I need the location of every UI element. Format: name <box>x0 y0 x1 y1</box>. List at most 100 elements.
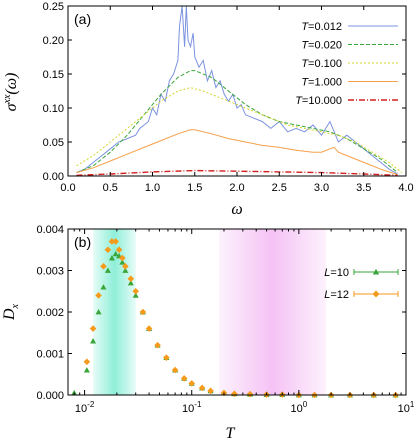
panel-a-ylabel-sigma: σ <box>3 102 20 111</box>
y-tick-label: 0.05 <box>43 137 64 149</box>
data-point <box>112 250 119 257</box>
panel-a-label: (a) <box>74 11 91 27</box>
panel-a-ylabel: σxx(ω) <box>2 73 20 112</box>
y-tick-label: 0.20 <box>43 35 64 47</box>
data-point <box>132 287 140 295</box>
data-point <box>207 387 214 395</box>
legend-marker <box>372 290 380 298</box>
data-point <box>139 308 147 316</box>
legend-entry-label: L=12 <box>324 289 349 301</box>
x-tick-label: 4.0 <box>398 182 413 194</box>
series-line-t-0-020 <box>76 70 398 174</box>
x-tick-label: 1.0 <box>145 182 160 194</box>
data-point <box>108 238 116 245</box>
data-point <box>180 375 188 382</box>
legend-var: T <box>301 21 309 33</box>
data-point <box>198 384 206 392</box>
data-point <box>171 366 179 374</box>
data-point <box>115 246 123 254</box>
panel-b-xlabel: T <box>226 425 236 442</box>
panel-a-xlabel: ω <box>231 201 242 218</box>
data-point <box>90 338 97 344</box>
panel-b-ticks: 10-2 10-1 100 101 0.000 0.001 0.002 0.003 0.004 <box>36 224 414 415</box>
panel-a-ylabel-sup: xx <box>2 94 13 104</box>
legend-entry-label: T=0.020 <box>301 40 342 52</box>
data-point <box>104 246 112 254</box>
legend-var: T <box>301 40 309 52</box>
series-line-t-10-000 <box>76 169 398 176</box>
x-tick-label: 100 <box>291 400 308 415</box>
legend-var: T <box>295 95 303 107</box>
x-tick-label: 0.0 <box>60 182 75 194</box>
x-tick-label: 3.5 <box>356 182 371 194</box>
data-point <box>145 325 153 332</box>
data-point <box>122 263 129 270</box>
legend-marker <box>372 268 380 275</box>
x-tick-label: 0.5 <box>103 182 118 194</box>
x-tick-label: 1.5 <box>187 182 202 194</box>
data-point <box>119 259 126 265</box>
legend-val: =0.020 <box>308 40 342 52</box>
panel-b-ylabel-sub: x <box>10 303 21 309</box>
data-point <box>127 279 134 286</box>
y-tick-label: 0.003 <box>36 266 64 278</box>
data-point <box>83 358 91 366</box>
legend-entry-label: T=0.100 <box>301 58 342 70</box>
legend-var: L <box>324 289 330 301</box>
x-tick-label: 3.0 <box>314 182 329 194</box>
x-tick-label: 2.0 <box>229 182 244 194</box>
panel-a: 0.0 0.5 1.0 1.5 2.0 2.5 3.0 3.5 4.0 0.00 0.05 0.10 0… <box>2 1 414 218</box>
legend-var: T <box>301 77 309 89</box>
data-point <box>188 380 196 387</box>
y-tick-label: 0.001 <box>36 349 64 361</box>
legend-entry-label: T=10.000 <box>295 95 342 107</box>
data-point <box>108 255 115 261</box>
x-tick-label: 2.5 <box>272 182 287 194</box>
data-point <box>246 390 254 398</box>
legend-val: =10 <box>330 267 349 279</box>
x-tick-label: 10-2 <box>75 400 95 415</box>
data-point <box>100 263 107 270</box>
x-tick-label: 101 <box>398 400 415 415</box>
data-point <box>89 325 97 332</box>
shaded-region <box>219 229 327 395</box>
legend-var: L <box>324 267 330 279</box>
panel-b-shaded-regions <box>93 229 327 395</box>
data-point <box>95 309 102 315</box>
y-tick-label: 0.004 <box>36 224 64 236</box>
panel-b-ylabel-D: D <box>1 308 18 321</box>
data-point <box>127 275 135 283</box>
data-point <box>122 267 129 273</box>
legend-entry-label: T=1.000 <box>301 77 342 89</box>
y-tick-label: 0.25 <box>43 1 64 13</box>
panel-a-frame <box>67 5 407 177</box>
panel-a-plot-area <box>76 6 403 176</box>
legend-entry-label: L=10 <box>324 267 349 279</box>
data-point <box>104 267 111 273</box>
panel-a-series-lines <box>76 6 403 176</box>
panel-b-ylabel: Dx <box>1 303 21 321</box>
series-line-t-1-000 <box>76 129 398 176</box>
legend-val: =0.100 <box>308 58 342 70</box>
data-point <box>163 354 170 361</box>
y-tick-label: 0.002 <box>36 307 64 319</box>
data-point <box>112 238 119 245</box>
panel-b-label: (b) <box>74 234 91 250</box>
series-line-t-0-012 <box>76 6 398 175</box>
y-tick-label: 0.00 <box>43 171 64 183</box>
data-point <box>83 367 90 373</box>
y-tick-label: 0.10 <box>43 103 64 115</box>
data-point <box>95 292 102 299</box>
legend-var: T <box>301 58 309 70</box>
panel-b-legend: L=10 L=12 <box>324 267 399 301</box>
legend-entry-label: T=0.012 <box>301 21 342 33</box>
data-point <box>100 284 107 290</box>
y-tick-label: 0.15 <box>43 69 64 81</box>
data-point <box>132 292 139 298</box>
data-point <box>154 341 161 349</box>
panel-a-ylabel-arg: (ω) <box>3 73 20 95</box>
panel-b: 10-2 10-1 100 1010.0000.0010.0020.0030.004 … <box>1 224 415 442</box>
legend-val: =10.000 <box>302 95 342 107</box>
